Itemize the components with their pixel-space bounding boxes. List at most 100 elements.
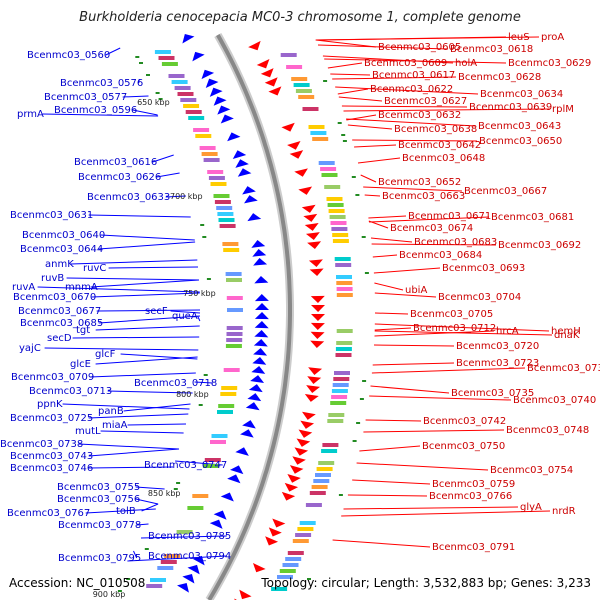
reverse-gene-arrow — [281, 122, 295, 132]
gene-label-right: Bcenmc03_0723 — [456, 358, 539, 369]
forward-gene-arrow-shape — [254, 321, 269, 329]
function-block-inner — [213, 194, 230, 198]
gene-label-left: Bcenmc03_0577 — [44, 92, 127, 103]
forward-gene-arrow-shape — [247, 393, 262, 402]
forward-gene-arrow-shape — [253, 258, 268, 266]
connector-left — [98, 241, 196, 250]
function-block-outer — [313, 479, 330, 483]
forward-gene-arrow — [242, 186, 256, 195]
connector-left — [98, 315, 201, 324]
connector-left — [107, 390, 193, 394]
forward-gene-arrow-shape — [254, 312, 269, 320]
function-block-outer — [291, 77, 308, 81]
reverse-gene-arrow — [310, 340, 325, 348]
reverse-gene-arrow-shape — [310, 295, 325, 303]
gene-label-right: Bcenmc03_0667 — [464, 186, 547, 197]
forward-gene-arrow — [255, 303, 269, 310]
reverse-gene-arrow-shape — [268, 86, 282, 96]
forward-gene-arrow — [213, 96, 227, 106]
connector-right — [369, 395, 512, 401]
connector-right — [337, 88, 369, 95]
gene-label-right: Bcenmc03_0730 — [527, 363, 600, 374]
gene-label-left: ppnK — [37, 399, 63, 410]
connector-left — [95, 356, 198, 365]
reverse-gene-arrow-shape — [306, 385, 321, 393]
gene-label-left: Bcenmc03_0795 — [58, 553, 141, 564]
function-block-inner — [208, 176, 225, 180]
function-block-inner — [210, 440, 226, 444]
forward-gene-arrow-shape — [201, 69, 215, 80]
function-block-outer — [318, 461, 335, 465]
forward-gene-arrow-shape — [242, 420, 256, 429]
connector-right — [341, 510, 551, 517]
gene-label-left: ruvC — [83, 263, 106, 274]
function-block-outer — [336, 287, 353, 291]
forward-gene-arrow — [217, 105, 231, 115]
forward-gene-arrow — [254, 294, 269, 302]
reverse-gene-arrow-shape — [310, 331, 325, 339]
connector-left — [133, 550, 138, 559]
reverse-gene-arrow — [311, 304, 325, 312]
gene-label-right: Bcenmc03_0674 — [390, 223, 473, 234]
topology-summary: Topology: circular; Length: 3,532,883 bp… — [261, 576, 591, 590]
gene-label-right: Bcenmc03_0735 — [451, 388, 534, 399]
forward-gene-arrow-shape — [252, 357, 267, 365]
gc-mark-inner — [176, 482, 181, 484]
reverse-gene-arrow — [289, 150, 304, 159]
forward-gene-arrow — [254, 276, 269, 284]
accession-label: Accession: NC_010508 — [9, 576, 146, 590]
gc-mark-outer — [338, 494, 343, 496]
connector-left — [136, 523, 149, 526]
reverse-gene-arrow — [307, 376, 322, 384]
forward-gene-arrow — [177, 583, 189, 593]
reverse-gene-arrow-shape — [298, 186, 313, 195]
connector-right — [374, 292, 437, 298]
reverse-gene-arrow — [281, 491, 296, 501]
gene-label-left: Bcenmc03_0685 — [20, 318, 103, 329]
connector-left — [170, 310, 201, 314]
gene-label-left: Bcenmc03_0670 — [13, 292, 96, 303]
function-block-outer — [302, 107, 319, 111]
gene-label-left: Bcenmc03_0794 — [148, 551, 231, 562]
gene-label-right: Bcenmc03_0663 — [382, 191, 465, 202]
gc-mark-outer — [364, 272, 369, 274]
connector-right — [363, 429, 505, 433]
connector-right — [365, 419, 422, 422]
reverse-gene-arrow — [298, 186, 313, 195]
gene-label-right: nrdR — [552, 506, 576, 517]
forward-gene-arrow — [220, 114, 234, 124]
gene-label-left: secF — [145, 306, 168, 317]
reverse-gene-arrow — [308, 367, 323, 375]
function-block-outer — [295, 533, 312, 537]
reverse-gene-arrow-shape — [304, 393, 319, 402]
function-block-inner — [185, 110, 202, 114]
forward-gene-arrow — [227, 474, 241, 484]
reverse-gene-arrow-shape — [311, 304, 325, 312]
function-block-outer — [336, 275, 352, 279]
gene-label-right: Bcenmc03_0634 — [480, 89, 563, 100]
gc-mark-inner — [158, 98, 163, 100]
reverse-gene-arrow-shape — [308, 259, 323, 267]
reverse-gene-arrow — [300, 420, 315, 429]
function-block-outer — [315, 473, 331, 477]
reverse-gene-arrow — [303, 213, 318, 222]
connector-right — [359, 445, 421, 452]
function-block-inner — [207, 170, 224, 174]
reverse-gene-arrow — [284, 482, 299, 492]
reverse-gene-arrow — [310, 295, 325, 303]
reverse-gene-arrow — [310, 322, 325, 330]
forward-gene-arrow-shape — [209, 519, 223, 529]
connector-right — [352, 139, 478, 142]
connector-left — [127, 555, 227, 562]
function-block-inner — [201, 152, 218, 156]
forward-gene-arrow — [230, 465, 244, 475]
function-block-outer — [298, 95, 315, 99]
reverse-gene-arrow-shape — [281, 122, 295, 132]
gene-label-right: Bcenmc03_0766 — [429, 491, 512, 502]
function-block-outer — [271, 587, 288, 591]
connector-left — [91, 292, 200, 298]
forward-gene-arrow — [227, 132, 241, 142]
function-block-outer — [334, 257, 351, 261]
function-block-inner — [195, 134, 212, 138]
